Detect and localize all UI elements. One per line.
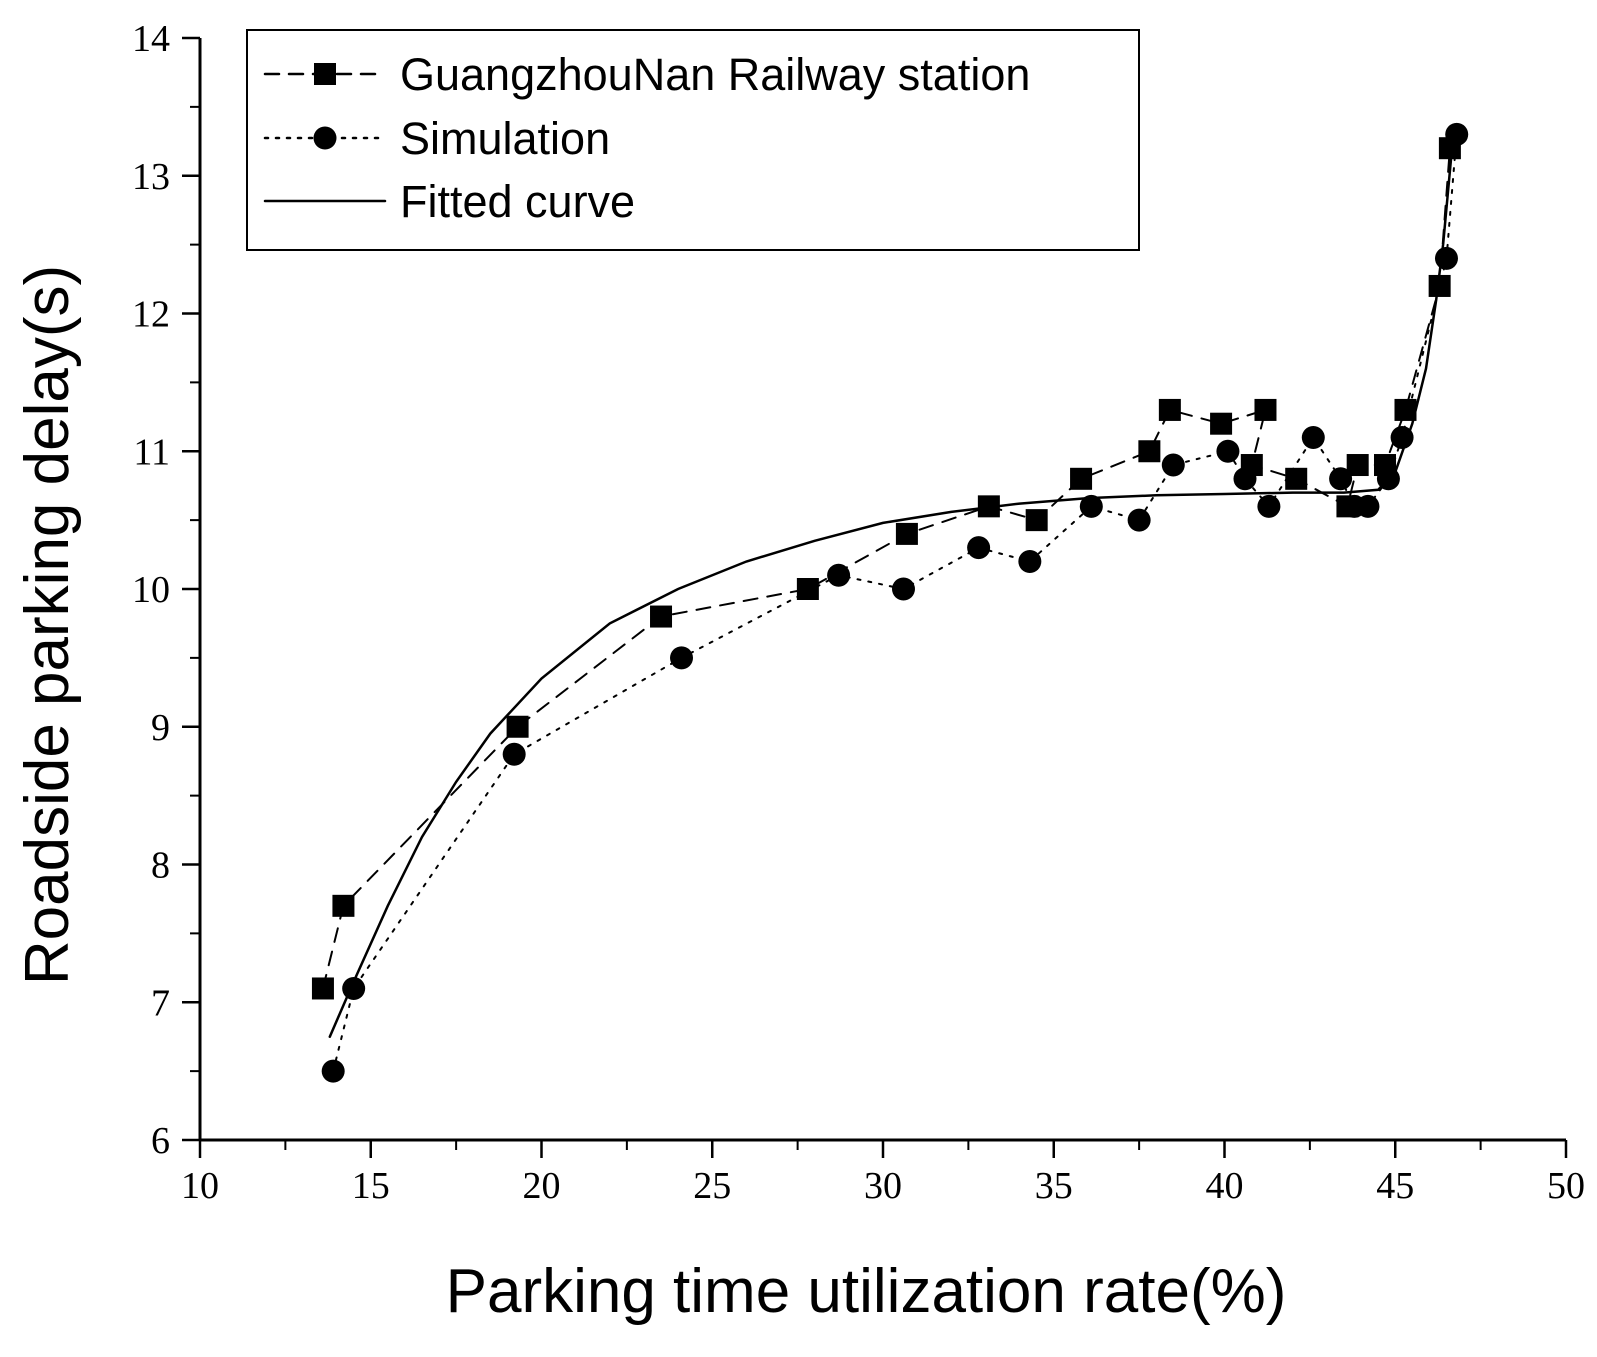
- data-point-circle: [1018, 549, 1042, 573]
- data-point-circle: [967, 536, 991, 560]
- legend-label: Simulation: [400, 113, 610, 164]
- data-point-square: [1158, 398, 1181, 421]
- x-tick-label: 20: [523, 1165, 561, 1207]
- data-point-circle: [1434, 246, 1458, 270]
- x-tick-label: 25: [693, 1165, 731, 1207]
- data-point-square: [796, 578, 819, 600]
- legend-label: GuangzhouNan Railway station: [400, 49, 1030, 100]
- y-tick-label: 9: [151, 707, 170, 749]
- data-point-circle: [1257, 494, 1281, 518]
- data-point-circle: [670, 646, 694, 670]
- legend: GuangzhouNan Railway station Simulation Fi…: [246, 29, 1140, 251]
- x-tick-label: 45: [1376, 1165, 1414, 1207]
- data-point-circle: [1079, 494, 1103, 518]
- data-point-circle: [321, 1059, 345, 1083]
- y-tick-label: 6: [151, 1120, 170, 1162]
- data-point-circle: [1216, 439, 1240, 463]
- data-point-square: [1285, 467, 1308, 490]
- x-tick-label: 30: [864, 1165, 902, 1207]
- data-point-square: [1428, 274, 1451, 297]
- legend-square-marker: [314, 63, 336, 85]
- x-tick-label: 10: [181, 1165, 219, 1207]
- data-point-circle: [502, 742, 526, 766]
- y-tick-label: 11: [133, 431, 170, 473]
- data-point-square: [650, 605, 673, 628]
- data-point-circle: [1356, 494, 1380, 518]
- y-tick-label: 8: [151, 845, 170, 887]
- data-point-circle: [1390, 425, 1414, 449]
- data-point-square: [1070, 467, 1093, 490]
- x-tick-label: 50: [1547, 1165, 1585, 1207]
- data-point-square: [1394, 398, 1417, 421]
- data-point-square: [1138, 440, 1161, 463]
- y-tick-label: 12: [132, 294, 170, 336]
- data-point-circle: [891, 577, 915, 601]
- series-layer: [311, 122, 1469, 1083]
- series-simulation: [321, 122, 1469, 1083]
- legend-circle-marker: [313, 126, 337, 150]
- data-point-circle: [1161, 453, 1185, 477]
- series-line-simulation: [332, 133, 1458, 1073]
- x-axis-title: Parking time utilization rate(%): [446, 1257, 1287, 1326]
- data-point-circle: [1233, 467, 1257, 491]
- legend-box: [246, 29, 1140, 251]
- data-point-circle: [1127, 508, 1151, 532]
- data-point-circle: [1301, 425, 1325, 449]
- x-tick-label: 35: [1035, 1165, 1073, 1207]
- data-point-square: [1254, 398, 1277, 421]
- legend-label: Fitted curve: [400, 176, 635, 227]
- data-point-square: [1025, 509, 1048, 532]
- data-point-square: [332, 894, 355, 917]
- axes: 10 15 20 25 30 35 40 45 50 6 7 8 9 10 11 12 13 14: [132, 18, 1585, 1207]
- data-point-square: [506, 715, 529, 738]
- series-guangzhounan-railway-station: [311, 137, 1461, 1000]
- data-point-circle: [1329, 467, 1353, 491]
- series-line-guangzhounan-railway-station: [321, 147, 1451, 990]
- y-axis-title: Roadside parking delay(s): [13, 265, 82, 985]
- y-tick-label: 14: [132, 18, 170, 60]
- legend-item-simulation: Simulation: [263, 113, 610, 164]
- data-point-square: [1210, 412, 1233, 435]
- series-line-fitted-curve: [328, 133, 1455, 1038]
- data-point-square: [311, 977, 334, 1000]
- y-tick-label: 7: [151, 982, 170, 1024]
- y-tick-label: 13: [132, 156, 170, 198]
- data-point-circle: [1445, 122, 1469, 146]
- data-point-square: [895, 522, 918, 545]
- series-fitted-curve: [328, 133, 1455, 1038]
- legend-items: GuangzhouNan Railway station Simulation Fi…: [263, 49, 1030, 227]
- data-point-square: [1346, 454, 1369, 477]
- legend-item-fitted-curve: Fitted curve: [263, 176, 635, 227]
- legend-item-guangzhounan-railway-station: GuangzhouNan Railway station: [263, 49, 1030, 100]
- x-tick-label: 15: [352, 1165, 390, 1207]
- data-point-circle: [827, 563, 851, 587]
- y-tick-label: 10: [132, 569, 170, 611]
- x-tick-label: 40: [1206, 1165, 1244, 1207]
